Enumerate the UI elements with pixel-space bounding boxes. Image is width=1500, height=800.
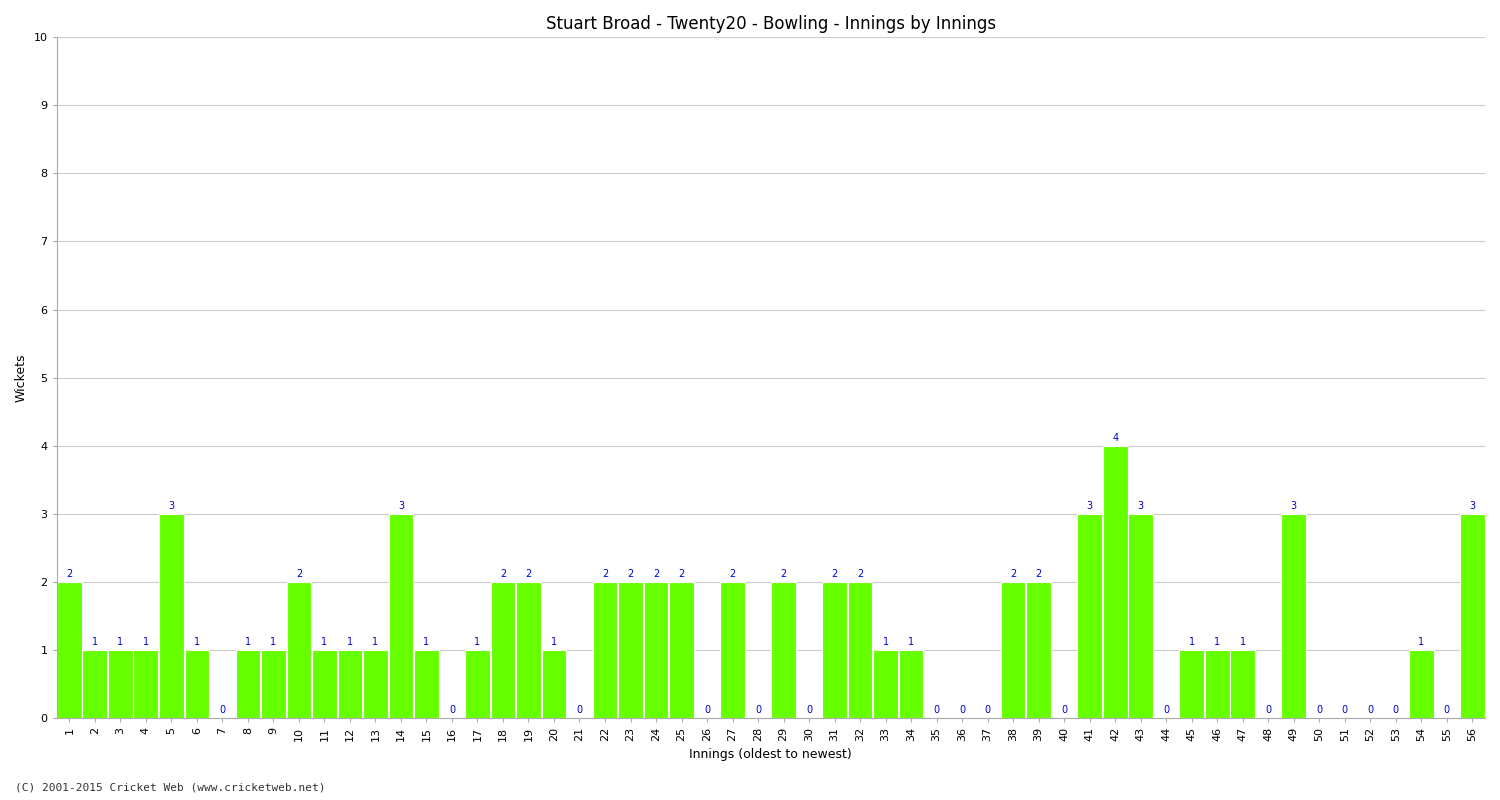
Bar [286, 582, 312, 718]
Text: 2: 2 [500, 569, 506, 579]
Text: 1: 1 [346, 637, 352, 647]
Text: 2: 2 [1035, 569, 1041, 579]
Y-axis label: Wickets: Wickets [15, 354, 28, 402]
Text: 1: 1 [1418, 637, 1425, 647]
Bar [1281, 514, 1306, 718]
Text: 3: 3 [1086, 501, 1092, 511]
Bar [771, 582, 796, 718]
Text: 3: 3 [1137, 501, 1143, 511]
Bar [1408, 650, 1434, 718]
Bar [312, 650, 338, 718]
Text: 2: 2 [1010, 569, 1016, 579]
Text: 0: 0 [1392, 705, 1400, 715]
Text: 2: 2 [296, 569, 302, 579]
Text: 1: 1 [882, 637, 888, 647]
Bar [184, 650, 209, 718]
Title: Stuart Broad - Twenty20 - Bowling - Innings by Innings: Stuart Broad - Twenty20 - Bowling - Inni… [546, 15, 996, 33]
Text: 0: 0 [448, 705, 454, 715]
Text: 0: 0 [1264, 705, 1270, 715]
Text: 1: 1 [1239, 637, 1245, 647]
Text: 3: 3 [398, 501, 404, 511]
Bar [873, 650, 898, 718]
Bar [159, 514, 183, 718]
Bar [542, 650, 567, 718]
Bar [363, 650, 388, 718]
Text: 0: 0 [984, 705, 990, 715]
Bar [847, 582, 873, 718]
Bar [1026, 582, 1051, 718]
Text: 0: 0 [1341, 705, 1348, 715]
Bar [261, 650, 286, 718]
Bar [388, 514, 414, 718]
Text: 2: 2 [652, 569, 658, 579]
Bar [414, 650, 440, 718]
Text: 2: 2 [66, 569, 72, 579]
Text: 1: 1 [423, 637, 429, 647]
Text: 0: 0 [754, 705, 760, 715]
Text: 1: 1 [1214, 637, 1219, 647]
Text: 1: 1 [550, 637, 556, 647]
Bar [57, 582, 81, 718]
Text: 1: 1 [92, 637, 98, 647]
Bar [236, 650, 261, 718]
Bar [898, 650, 924, 718]
Bar [1179, 650, 1204, 718]
Text: 3: 3 [1468, 501, 1476, 511]
Text: 2: 2 [678, 569, 684, 579]
Text: 3: 3 [168, 501, 174, 511]
Bar [490, 582, 516, 718]
Bar [516, 582, 542, 718]
Text: 2: 2 [602, 569, 608, 579]
Text: 1: 1 [321, 637, 327, 647]
Bar [1128, 514, 1154, 718]
Text: 1: 1 [194, 637, 200, 647]
Text: 0: 0 [958, 705, 964, 715]
Bar [592, 582, 618, 718]
Text: 2: 2 [525, 569, 531, 579]
Bar [822, 582, 848, 718]
Bar [1230, 650, 1256, 718]
Text: 1: 1 [244, 637, 250, 647]
Bar [644, 582, 669, 718]
Bar [465, 650, 490, 718]
Text: 0: 0 [933, 705, 939, 715]
Bar [1077, 514, 1102, 718]
Text: 0: 0 [1162, 705, 1168, 715]
Bar [1000, 582, 1026, 718]
Bar [1204, 650, 1230, 718]
Text: 0: 0 [704, 705, 710, 715]
Text: 3: 3 [1290, 501, 1298, 511]
Bar [720, 582, 746, 718]
Text: 2: 2 [729, 569, 735, 579]
Text: 2: 2 [856, 569, 862, 579]
Text: 0: 0 [576, 705, 582, 715]
Text: 0: 0 [806, 705, 812, 715]
Text: (C) 2001-2015 Cricket Web (www.cricketweb.net): (C) 2001-2015 Cricket Web (www.cricketwe… [15, 782, 326, 792]
Text: 0: 0 [1060, 705, 1066, 715]
Bar [669, 582, 694, 718]
Bar [1102, 446, 1128, 718]
Text: 2: 2 [780, 569, 786, 579]
Text: 0: 0 [1443, 705, 1450, 715]
Text: 1: 1 [908, 637, 914, 647]
Text: 1: 1 [1188, 637, 1194, 647]
Bar [338, 650, 363, 718]
Bar [618, 582, 644, 718]
Text: 2: 2 [627, 569, 633, 579]
Bar [134, 650, 158, 718]
Text: 0: 0 [219, 705, 225, 715]
Text: 2: 2 [831, 569, 837, 579]
Bar [1460, 514, 1485, 718]
Text: 1: 1 [474, 637, 480, 647]
Bar [82, 650, 106, 718]
Text: 0: 0 [1366, 705, 1374, 715]
Text: 1: 1 [372, 637, 378, 647]
Bar [108, 650, 132, 718]
Text: 1: 1 [270, 637, 276, 647]
Text: 0: 0 [1316, 705, 1323, 715]
Text: 1: 1 [142, 637, 148, 647]
X-axis label: Innings (oldest to newest): Innings (oldest to newest) [690, 748, 852, 761]
Text: 1: 1 [117, 637, 123, 647]
Text: 4: 4 [1112, 433, 1118, 443]
